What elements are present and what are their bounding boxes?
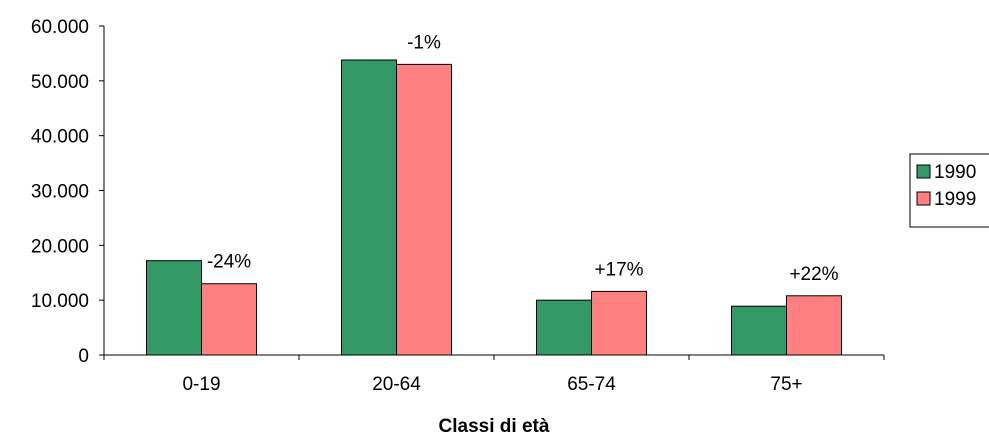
y-tick-label: 60.000 xyxy=(31,17,89,38)
x-axis: 0-19 20-64 65-74 75+ xyxy=(103,354,885,395)
legend-swatch xyxy=(916,164,931,179)
bar-1999-0-19 xyxy=(201,283,257,356)
bar-series-group xyxy=(146,59,842,356)
legend-box xyxy=(909,153,989,228)
y-axis: 0 10.000 20.000 30.000 40.000 50.000 60.000 xyxy=(31,17,105,367)
legend-swatch xyxy=(916,191,931,206)
bar-1990-20-64 xyxy=(341,59,397,356)
bar-1999-20-64 xyxy=(396,63,452,356)
bar-1999-75+ xyxy=(786,295,842,356)
legend: 1990 1999 xyxy=(909,153,989,228)
y-tick-label: 10.000 xyxy=(31,291,89,312)
x-tick-label: 20-64 xyxy=(372,374,421,395)
x-tick-label: 65-74 xyxy=(567,374,616,395)
data-label: -24% xyxy=(207,252,251,273)
data-label: +17% xyxy=(594,259,643,280)
x-tick-label: 0-19 xyxy=(182,374,220,395)
x-axis-title: Classi di età xyxy=(439,416,550,437)
data-label: -1% xyxy=(407,32,441,53)
data-label: +22% xyxy=(789,264,838,285)
bar-1999-65-74 xyxy=(591,290,647,356)
bar-1990-65-74 xyxy=(536,299,592,356)
y-tick-label: 0 xyxy=(78,346,89,367)
y-tick-label: 50.000 xyxy=(31,72,89,93)
bar-1990-75+ xyxy=(731,305,787,356)
legend-label: 1999 xyxy=(934,189,976,210)
bar-1990-0-19 xyxy=(146,260,202,356)
y-tick-label: 20.000 xyxy=(31,236,89,257)
y-tick-label: 40.000 xyxy=(31,127,89,148)
data-label-group: -24% -1% +17% +22% xyxy=(207,32,839,284)
x-tick-label: 75+ xyxy=(770,374,802,395)
legend-label: 1990 xyxy=(934,162,976,183)
y-tick-label: 30.000 xyxy=(31,182,89,203)
